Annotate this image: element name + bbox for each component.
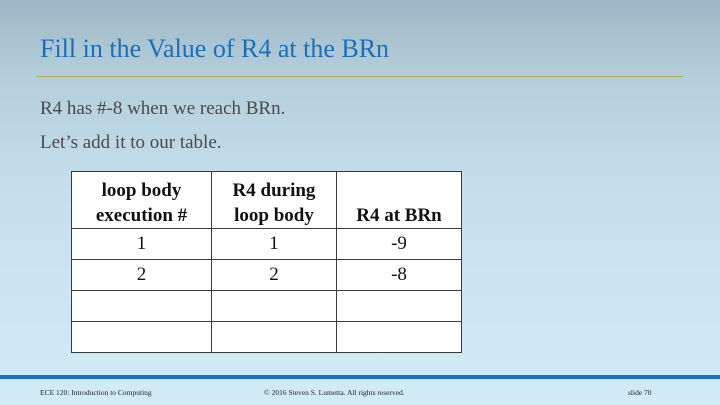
footer-bar [0, 375, 720, 379]
title-divider [36, 76, 683, 77]
table-cell [71, 290, 212, 322]
table-cell: -8 [336, 259, 462, 291]
header-text: execution # [95, 205, 188, 226]
table-cell [211, 290, 337, 322]
table-row [71, 290, 462, 322]
table-row: 2 2 -8 [71, 259, 462, 291]
table-cell: 1 [71, 228, 212, 260]
body-text-line-2: Let’s add it to our table. [40, 132, 222, 153]
header-loop-execution: loop body execution # [71, 171, 212, 229]
table-cell [211, 321, 337, 353]
table-cell [336, 321, 462, 353]
slide-title: Fill in the Value of R4 at the BRn [40, 34, 390, 63]
table-header-row: loop body execution # R4 during loop body … [71, 171, 462, 229]
loop-table: loop body execution # R4 during loop body … [71, 171, 462, 353]
header-text: loop body [234, 205, 314, 226]
header-r4-during: R4 during loop body [211, 171, 337, 229]
table-cell: 2 [71, 259, 212, 291]
footer-slide-number: slide 70 [628, 388, 652, 397]
header-text: R4 during [232, 180, 316, 201]
table-cell: -9 [336, 228, 462, 260]
header-text: R4 at BRn [356, 205, 442, 226]
table-cell: 1 [211, 228, 337, 260]
table-row [71, 321, 462, 353]
body-text-line-1: R4 has #-8 when we reach BRn. [40, 98, 286, 119]
footer-course: ECE 120: Introduction to Computing [40, 388, 152, 397]
table-cell: 2 [211, 259, 337, 291]
header-text: loop body [101, 180, 182, 201]
table-row: 1 1 -9 [71, 228, 462, 260]
header-r4-at-brn: R4 at BRn [336, 171, 462, 229]
footer-copyright: © 2016 Steven S. Lumetta. All rights res… [264, 388, 405, 397]
table-cell [71, 321, 212, 353]
table-cell [336, 290, 462, 322]
